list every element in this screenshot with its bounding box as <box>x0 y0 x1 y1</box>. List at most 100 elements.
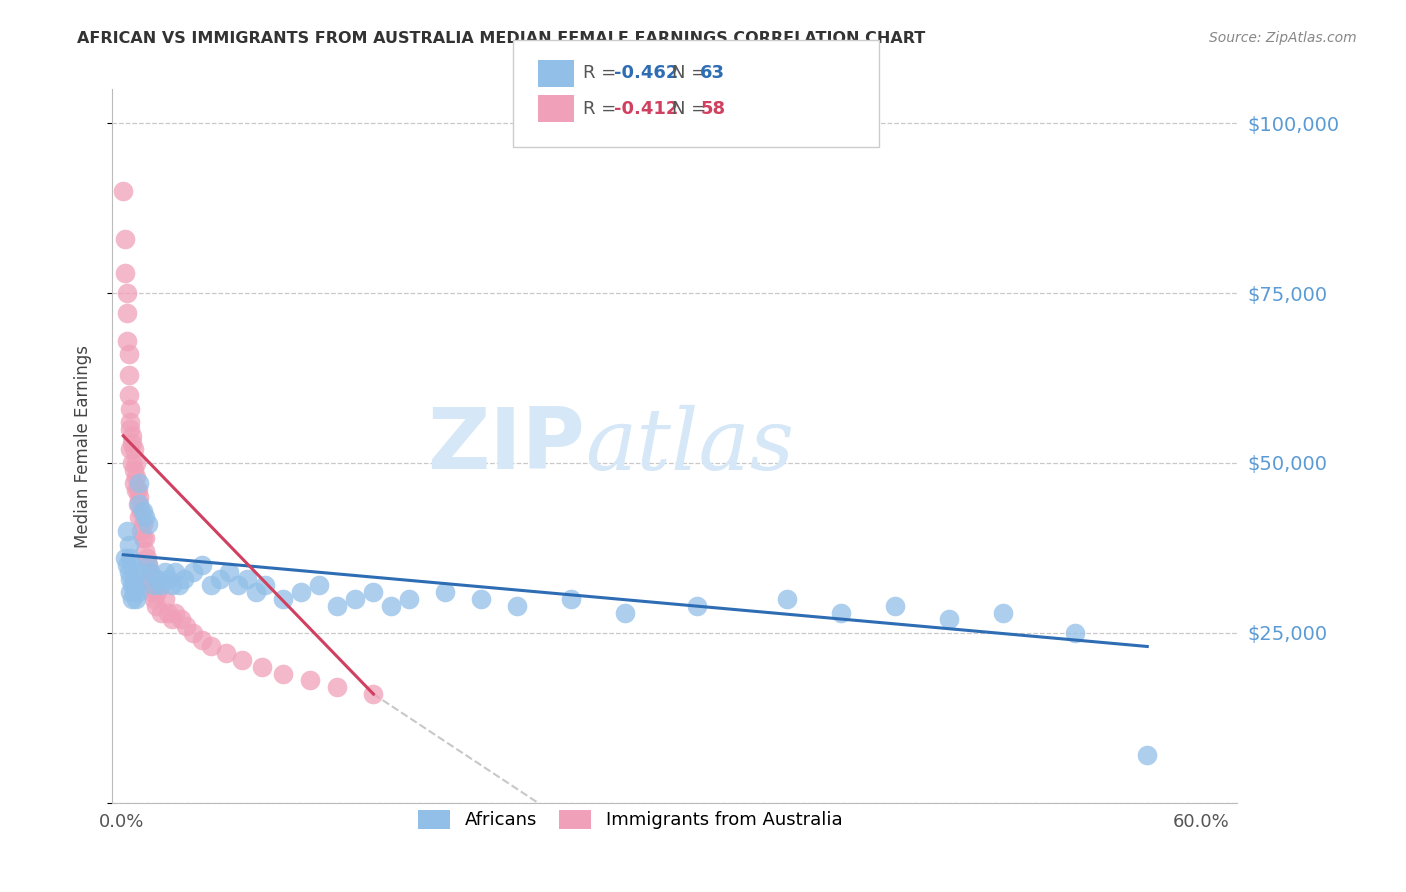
Point <box>115 286 138 301</box>
Point <box>128 490 150 504</box>
Point <box>120 422 142 436</box>
Point <box>135 551 157 566</box>
Point <box>120 551 142 566</box>
Point <box>165 565 187 579</box>
Point <box>115 558 138 572</box>
Point <box>191 558 214 572</box>
Point <box>150 578 173 592</box>
Point <box>167 578 190 592</box>
Point <box>127 483 149 498</box>
Point <box>129 524 152 538</box>
Point <box>153 565 176 579</box>
Point <box>128 476 150 491</box>
Text: -0.412: -0.412 <box>614 100 679 118</box>
Point <box>138 558 160 572</box>
Text: Source: ZipAtlas.com: Source: ZipAtlas.com <box>1209 31 1357 45</box>
Point <box>776 591 799 606</box>
Point <box>363 687 385 701</box>
Point <box>120 415 142 429</box>
Point <box>506 599 529 613</box>
Point <box>145 599 167 613</box>
Text: 63: 63 <box>700 64 725 82</box>
Point <box>157 572 180 586</box>
Point <box>127 565 149 579</box>
Point <box>170 612 193 626</box>
Point <box>228 578 250 592</box>
Point <box>121 578 143 592</box>
Point <box>122 442 145 457</box>
Point <box>115 524 138 538</box>
Point <box>139 578 162 592</box>
Point <box>200 640 222 654</box>
Point <box>160 612 183 626</box>
Point <box>121 591 143 606</box>
Point <box>363 585 385 599</box>
Point <box>250 660 273 674</box>
Point <box>326 680 349 694</box>
Text: R =: R = <box>583 64 623 82</box>
Text: N =: N = <box>672 64 711 82</box>
Point <box>141 585 163 599</box>
Point <box>125 456 148 470</box>
Text: atlas: atlas <box>585 405 794 487</box>
Point <box>560 591 582 606</box>
Point <box>146 572 169 586</box>
Point <box>290 585 312 599</box>
Point <box>686 599 709 613</box>
Point <box>118 537 141 551</box>
Point <box>200 578 222 592</box>
Point <box>132 503 155 517</box>
Point <box>191 632 214 647</box>
Point <box>112 184 135 198</box>
Point <box>127 497 149 511</box>
Point <box>299 673 322 688</box>
Point <box>115 334 138 348</box>
Point <box>254 578 277 592</box>
Point <box>138 558 160 572</box>
Point <box>138 517 160 532</box>
Point <box>132 517 155 532</box>
Point <box>127 585 149 599</box>
Point <box>134 531 156 545</box>
Point <box>139 565 162 579</box>
Point <box>120 572 142 586</box>
Point <box>215 646 238 660</box>
Point <box>160 578 183 592</box>
Point <box>142 591 165 606</box>
Point <box>884 599 907 613</box>
Point <box>122 476 145 491</box>
Point <box>139 565 162 579</box>
Point <box>120 401 142 416</box>
Text: 58: 58 <box>700 100 725 118</box>
Text: R =: R = <box>583 100 623 118</box>
Point <box>938 612 960 626</box>
Point <box>218 565 240 579</box>
Point <box>134 510 156 524</box>
Point <box>398 591 420 606</box>
Point <box>118 368 141 382</box>
Point <box>122 572 145 586</box>
Point <box>122 463 145 477</box>
Point <box>146 585 169 599</box>
Text: AFRICAN VS IMMIGRANTS FROM AUSTRALIA MEDIAN FEMALE EARNINGS CORRELATION CHART: AFRICAN VS IMMIGRANTS FROM AUSTRALIA MED… <box>77 31 925 46</box>
Point <box>245 585 267 599</box>
Point <box>183 626 205 640</box>
Point <box>1064 626 1087 640</box>
Point <box>273 591 295 606</box>
Point <box>121 429 143 443</box>
Point <box>308 578 330 592</box>
Point <box>614 606 637 620</box>
Point <box>134 544 156 558</box>
Point <box>125 469 148 483</box>
Point <box>125 591 148 606</box>
Point <box>128 497 150 511</box>
Point <box>118 388 141 402</box>
Point <box>273 666 295 681</box>
Legend: Africans, Immigrants from Australia: Africans, Immigrants from Australia <box>411 803 849 837</box>
Point <box>121 456 143 470</box>
Point <box>231 653 253 667</box>
Point <box>344 591 367 606</box>
Point <box>138 572 160 586</box>
Point <box>129 503 152 517</box>
Point <box>209 572 232 586</box>
